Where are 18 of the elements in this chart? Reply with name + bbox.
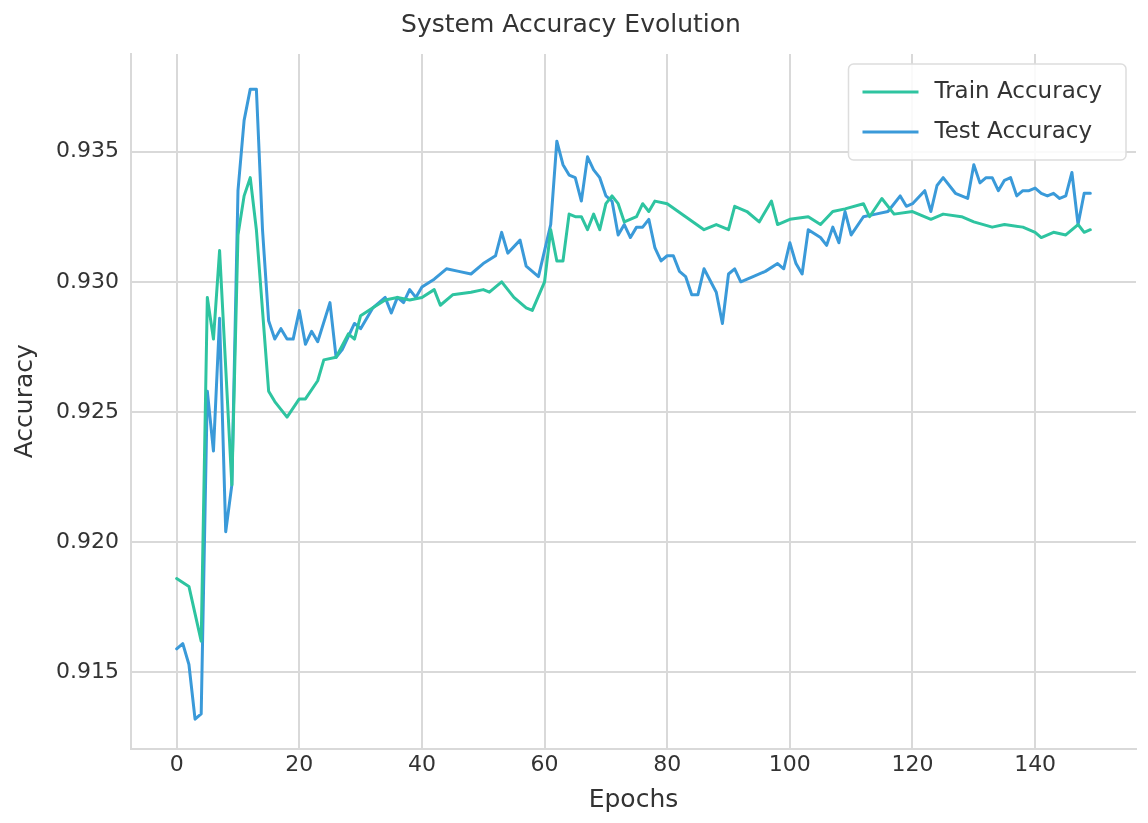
y-tick-label: 0.930 <box>56 267 119 293</box>
y-tick-label: 0.935 <box>56 137 119 163</box>
x-axis-title: Epochs <box>588 783 679 813</box>
x-tick-label: 80 <box>653 750 682 776</box>
legend-label: Test Accuracy <box>933 116 1093 143</box>
x-tick-label: 20 <box>285 750 314 776</box>
x-tick-label: 140 <box>1014 750 1057 776</box>
y-tick-label: 0.920 <box>56 527 119 553</box>
x-tick-label: 0 <box>169 750 184 776</box>
x-tick-label: 40 <box>407 750 436 776</box>
y-axis-title: Accuracy <box>8 344 38 459</box>
chart-title: System Accuracy Evolution <box>401 8 741 38</box>
y-tick-label: 0.915 <box>56 658 119 684</box>
y-tick-label: 0.925 <box>56 397 119 423</box>
x-tick-label: 120 <box>891 750 934 776</box>
legend-label: Train Accuracy <box>933 76 1103 103</box>
x-tick-label: 60 <box>530 750 559 776</box>
x-tick-label: 100 <box>768 750 811 776</box>
